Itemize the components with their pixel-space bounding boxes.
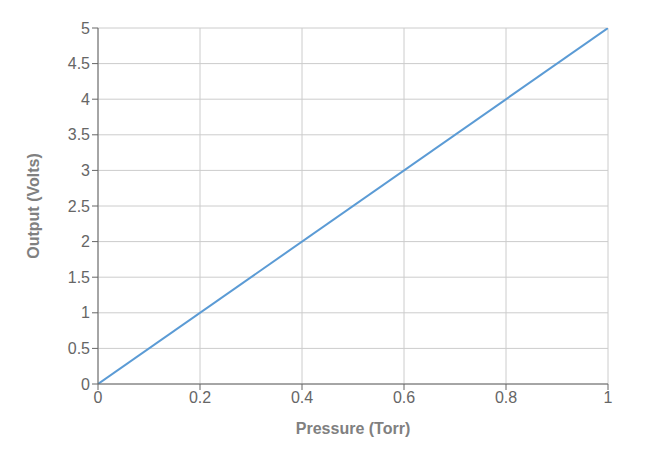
svg-text:0: 0 <box>81 376 90 393</box>
svg-text:Pressure (Torr): Pressure (Torr) <box>296 420 410 437</box>
svg-text:Output (Volts): Output (Volts) <box>25 153 42 258</box>
svg-text:0.8: 0.8 <box>495 389 517 406</box>
svg-text:3.5: 3.5 <box>68 126 90 143</box>
svg-text:2: 2 <box>81 233 90 250</box>
svg-text:4: 4 <box>81 91 90 108</box>
svg-text:0.5: 0.5 <box>68 340 90 357</box>
svg-text:1.5: 1.5 <box>68 269 90 286</box>
svg-text:0.6: 0.6 <box>393 389 415 406</box>
svg-text:4.5: 4.5 <box>68 55 90 72</box>
svg-text:1: 1 <box>81 304 90 321</box>
svg-text:5: 5 <box>81 20 90 37</box>
svg-text:2.5: 2.5 <box>68 198 90 215</box>
svg-text:3: 3 <box>81 162 90 179</box>
svg-text:0: 0 <box>94 389 103 406</box>
svg-text:1: 1 <box>604 389 613 406</box>
svg-text:0.4: 0.4 <box>291 389 313 406</box>
svg-text:0.2: 0.2 <box>189 389 211 406</box>
